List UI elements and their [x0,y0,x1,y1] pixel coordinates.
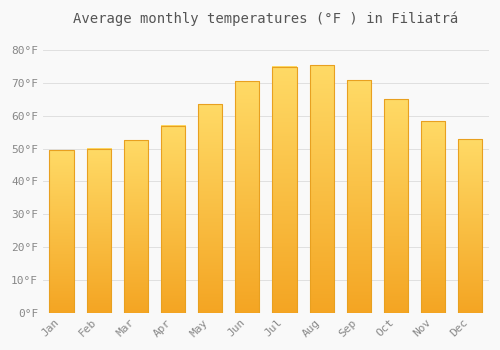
Bar [198,104,222,313]
Bar [86,148,111,313]
Bar [310,65,334,313]
Bar [124,140,148,313]
Bar [272,66,296,313]
Bar [236,81,260,313]
Bar [421,121,445,313]
Bar [458,139,482,313]
Bar [161,126,185,313]
Bar [50,150,74,313]
Bar [347,80,371,313]
Title: Average monthly temperatures (°F ) in Filiatrá: Average monthly temperatures (°F ) in Fi… [74,11,458,26]
Bar [384,99,408,313]
